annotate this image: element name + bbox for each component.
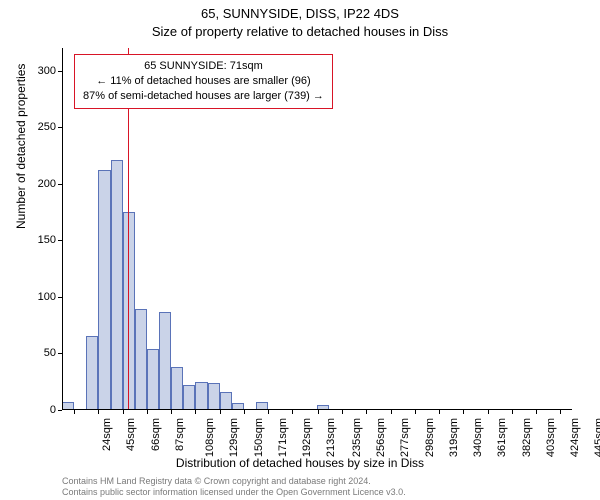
x-tick-mark <box>342 410 343 414</box>
histogram-bar <box>159 312 171 410</box>
x-tick-label: 445sqm <box>594 418 600 457</box>
annotation-box: 65 SUNNYSIDE: 71sqm ← 11% of detached ho… <box>74 54 333 109</box>
x-tick-label: 235sqm <box>351 418 363 457</box>
x-tick-mark <box>463 410 464 414</box>
y-axis-line <box>62 48 63 410</box>
x-tick-label: 213sqm <box>326 418 338 457</box>
histogram-bar <box>195 382 207 410</box>
x-tick-mark <box>74 410 75 414</box>
x-tick-mark <box>560 410 561 414</box>
x-tick-mark <box>147 410 148 414</box>
x-tick-label: 277sqm <box>400 418 412 457</box>
x-tick-mark <box>391 410 392 414</box>
x-tick-mark <box>488 410 489 414</box>
plot-area: 65 SUNNYSIDE: 71sqm ← 11% of detached ho… <box>62 48 572 410</box>
x-tick-label: 403sqm <box>545 418 557 457</box>
histogram-bar <box>86 336 98 410</box>
x-tick-mark <box>512 410 513 414</box>
x-tick-mark <box>439 410 440 414</box>
footer-line-1: Contains HM Land Registry data © Crown c… <box>62 476 406 487</box>
x-tick-label: 66sqm <box>150 418 162 451</box>
x-tick-label: 340sqm <box>472 418 484 457</box>
annotation-line-2: ← 11% of detached houses are smaller (96… <box>83 74 324 89</box>
x-tick-label: 87sqm <box>174 418 186 451</box>
chart-title-line1: 65, SUNNYSIDE, DISS, IP22 4DS <box>0 6 600 21</box>
x-tick-label: 24sqm <box>101 418 113 451</box>
x-tick-mark <box>318 410 319 414</box>
x-tick-label: 150sqm <box>253 418 265 457</box>
x-tick-label: 361sqm <box>497 418 509 457</box>
x-tick-mark <box>292 410 293 414</box>
x-tick-label: 192sqm <box>301 418 313 457</box>
histogram-bar <box>208 383 220 410</box>
x-axis-line <box>62 409 572 410</box>
x-axis-label: Distribution of detached houses by size … <box>0 456 600 470</box>
histogram-bar <box>147 349 159 410</box>
x-tick-label: 424sqm <box>569 418 581 457</box>
histogram-bar <box>220 392 232 410</box>
y-axis-label: Number of detached properties <box>14 64 28 229</box>
x-tick-label: 45sqm <box>125 418 137 451</box>
x-tick-mark <box>366 410 367 414</box>
x-tick-mark <box>98 410 99 414</box>
x-tick-mark <box>536 410 537 414</box>
x-tick-mark <box>268 410 269 414</box>
annotation-line-1: 65 SUNNYSIDE: 71sqm <box>83 59 324 74</box>
x-tick-label: 108sqm <box>204 418 216 457</box>
x-tick-label: 298sqm <box>424 418 436 457</box>
histogram-bar <box>135 309 147 410</box>
x-tick-label: 129sqm <box>229 418 241 457</box>
histogram-bar <box>183 385 195 410</box>
x-tick-label: 171sqm <box>277 418 289 457</box>
x-tick-mark <box>123 410 124 414</box>
footer-line-2: Contains public sector information licen… <box>62 487 406 498</box>
x-tick-mark <box>220 410 221 414</box>
x-tick-label: 256sqm <box>375 418 387 457</box>
chart-title-line2: Size of property relative to detached ho… <box>0 24 600 39</box>
histogram-bar <box>111 160 123 410</box>
y-tick-mark <box>58 410 62 411</box>
footer-attribution: Contains HM Land Registry data © Crown c… <box>62 476 406 498</box>
x-tick-mark <box>195 410 196 414</box>
histogram-bar <box>171 367 183 410</box>
x-tick-mark <box>415 410 416 414</box>
x-tick-mark <box>171 410 172 414</box>
annotation-line-3: 87% of semi-detached houses are larger (… <box>83 89 324 104</box>
x-tick-label: 382sqm <box>521 418 533 457</box>
x-tick-label: 319sqm <box>448 418 460 457</box>
histogram-bar <box>98 170 110 410</box>
x-tick-mark <box>244 410 245 414</box>
